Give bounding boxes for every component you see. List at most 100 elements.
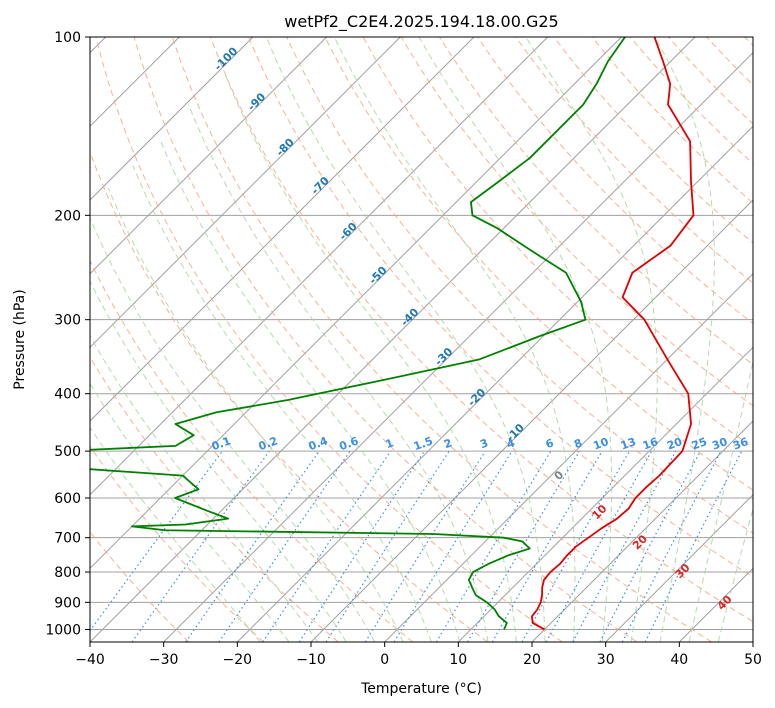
y-tick-label: 900 [54,595,81,611]
mixing-ratio-label: 16 [641,435,660,453]
mixing-ratio-label: 25 [690,435,709,452]
mixing-ratio-label: 10 [591,435,610,453]
chart-title: wetPf2_C2E4.2025.194.18.00.G25 [284,12,558,32]
mixing-ratio-label: 2 [442,436,454,451]
temperature-profile-line [531,37,695,631]
moist-adiabat-line [223,72,517,642]
dry-adiabat-line [477,37,753,325]
mixing-ratio-line [572,450,677,642]
isotherm-line [457,346,753,642]
dry-adiabat-line [324,37,753,491]
x-tick-label: −40 [75,652,105,668]
mixing-ratio-line [325,450,450,642]
mixing-ratio-label: 30 [710,435,729,453]
isotherm-line [236,125,753,642]
x-tick-label: −20 [223,652,253,668]
mixing-ratio-label: 36 [731,435,750,453]
y-tick-label: 600 [54,491,81,507]
x-tick-label: −30 [149,652,179,668]
mixing-ratio-label: 0.2 [257,434,280,453]
moist-adiabat-line [90,216,376,642]
moist-adiabat-line [90,280,347,642]
dry-adiabat-line [248,37,753,578]
isotherm-line [163,51,753,642]
mixing-ratio-line [90,450,223,632]
mixing-ratio-label: 4 [505,436,517,451]
dry-adiabat-line [171,37,712,642]
moist-adiabat-line [160,141,461,642]
mixing-ratio-label: 0.6 [338,434,361,453]
dewpoint-profile-line [90,37,626,630]
isotherm-line [605,493,753,642]
mixing-ratio-line [131,450,270,642]
mixing-ratio-line [298,450,425,642]
x-tick-label: 10 [449,652,467,668]
plot-frame [89,36,754,643]
moist-adiabat-line [418,37,613,642]
y-tick-label: 300 [54,313,81,329]
isotherm-line [90,37,254,201]
mixing-ratio-line [393,450,513,642]
x-axis-title: Temperature (°C) [360,681,482,697]
y-tick-label: 100 [54,30,81,46]
mixing-ratio-label: 13 [619,435,638,452]
mixing-ratio-label: 0.1 [210,434,233,453]
y-tick-label: 500 [54,444,81,460]
isotherm-line [90,37,401,349]
moist-adiabat-line [525,37,658,642]
x-tick-label: 0 [380,652,389,668]
dry-adiabat-line [629,37,753,165]
mixing-ratio-label: 3 [478,436,490,451]
axis-ticks: −40 −30 −20 −10 0 10 20 30 40 5010020030040050060… [45,30,762,668]
isotherm-line [384,272,753,642]
dry-adiabat-line [90,259,414,642]
dry-adiabat-line [515,37,753,284]
dry-adiabat-line [400,37,753,407]
mixing-ratio-line [491,450,603,642]
mixing-ratio-label: 1.5 [412,434,435,453]
moist-adiabat-line [108,188,404,642]
x-tick-label: 50 [744,652,762,668]
isotherm-line [90,37,475,422]
x-tick-label: 20 [523,652,541,668]
moist-adiabat-line [90,426,261,642]
dry-adiabat-line [591,37,753,204]
y-tick-label: 200 [54,208,81,224]
mixing-ratio-line [185,450,320,642]
moist-adiabat-line [333,37,576,642]
mixing-ratio-line [545,450,653,642]
moist-adiabat-line [132,165,432,642]
isotherm-line [90,37,696,642]
mixing-ratio-label: 20 [665,435,684,453]
dry-adiabat-line [210,37,753,623]
moist-adiabat-line [187,104,489,642]
plot-area: -100-90-80-70-60-50-40-30-20-100.1 0.2 0.4… [90,37,753,642]
mixing-ratio-line [435,450,552,642]
y-tick-label: 800 [54,565,81,581]
moist-adiabat-line [688,358,753,642]
mixing-ratio-label: 6 [544,436,556,451]
dry-adiabat-line [95,37,563,642]
y-axis-title: Pressure (hPa) [12,289,28,389]
dry-adiabat-line [133,37,638,642]
dry-adiabat-line [90,445,264,642]
y-tick-label: 400 [54,387,81,403]
mixing-ratio-label: 8 [572,436,584,451]
x-tick-label: 30 [597,652,615,668]
dry-adiabat-line [362,37,753,449]
isotherm-line [90,37,622,570]
y-tick-label: 1000 [45,622,81,638]
x-tick-label: −10 [296,652,326,668]
isotherm-line [90,37,549,496]
moist-adiabat-line [654,37,715,642]
mixing-ratio-line [364,450,486,642]
moist-adiabat-line [717,506,753,642]
x-tick-label: 40 [670,652,688,668]
y-tick-label: 700 [54,531,81,547]
moist-adiabat-line [90,382,290,642]
mixing-ratio-line [466,450,580,642]
isotherm-line [531,420,753,642]
isotherm-line [90,37,328,275]
mixing-ratio-label: 0.4 [307,434,330,453]
